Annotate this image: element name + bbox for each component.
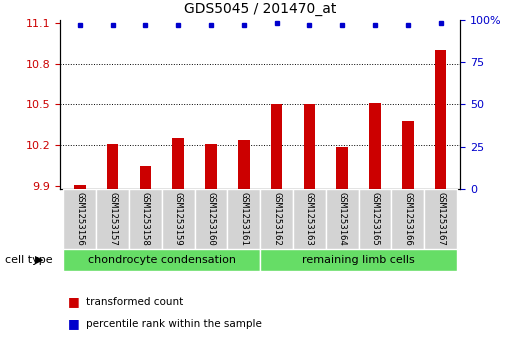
Text: GSM1253163: GSM1253163 xyxy=(305,192,314,245)
Bar xyxy=(402,121,414,189)
Text: GSM1253157: GSM1253157 xyxy=(108,192,117,245)
Text: GSM1253158: GSM1253158 xyxy=(141,192,150,245)
Bar xyxy=(326,189,359,249)
Bar xyxy=(195,189,228,249)
Text: GSM1253166: GSM1253166 xyxy=(403,192,412,245)
Text: remaining limb cells: remaining limb cells xyxy=(302,255,415,265)
Bar xyxy=(228,189,260,249)
Bar xyxy=(63,249,260,271)
Text: GSM1253164: GSM1253164 xyxy=(338,192,347,245)
Bar xyxy=(173,138,184,189)
Bar xyxy=(260,249,457,271)
Bar xyxy=(107,144,118,189)
Bar xyxy=(304,104,315,189)
Text: GSM1253160: GSM1253160 xyxy=(207,192,215,245)
Bar xyxy=(238,140,249,189)
Text: cell type: cell type xyxy=(5,255,53,265)
Bar xyxy=(359,189,391,249)
Bar xyxy=(140,166,151,189)
Text: transformed count: transformed count xyxy=(86,297,184,307)
Bar xyxy=(129,189,162,249)
Bar xyxy=(391,189,424,249)
Text: ■: ■ xyxy=(68,295,79,309)
Text: percentile rank within the sample: percentile rank within the sample xyxy=(86,319,262,329)
Bar xyxy=(162,189,195,249)
Bar xyxy=(260,189,293,249)
Bar xyxy=(424,189,457,249)
Text: chondrocyte condensation: chondrocyte condensation xyxy=(88,255,236,265)
Bar xyxy=(74,185,86,189)
Text: GSM1253165: GSM1253165 xyxy=(370,192,380,245)
Bar xyxy=(271,104,282,189)
Text: ■: ■ xyxy=(68,317,79,330)
Text: GSM1253159: GSM1253159 xyxy=(174,192,183,245)
Bar xyxy=(435,50,446,189)
Bar xyxy=(96,189,129,249)
Bar xyxy=(336,147,348,189)
Bar xyxy=(205,144,217,189)
Text: ▶: ▶ xyxy=(35,255,43,265)
Text: GSM1253167: GSM1253167 xyxy=(436,192,445,245)
Bar xyxy=(369,103,381,189)
Text: GSM1253162: GSM1253162 xyxy=(272,192,281,245)
Text: GSM1253161: GSM1253161 xyxy=(240,192,248,245)
Text: GSM1253156: GSM1253156 xyxy=(75,192,84,245)
Bar xyxy=(63,189,96,249)
Bar xyxy=(293,189,326,249)
Title: GDS5045 / 201470_at: GDS5045 / 201470_at xyxy=(184,2,336,16)
